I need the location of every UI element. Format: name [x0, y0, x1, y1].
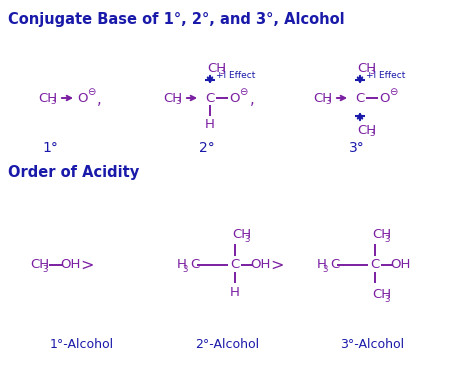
Text: 3°: 3°: [349, 141, 365, 155]
Text: CH: CH: [38, 91, 57, 104]
Text: 1°-Alcohol: 1°-Alcohol: [50, 339, 114, 352]
Text: O: O: [230, 91, 240, 104]
Text: 2°-Alcohol: 2°-Alcohol: [195, 339, 259, 352]
Text: 3: 3: [384, 294, 390, 304]
Text: H: H: [205, 118, 215, 132]
Text: C: C: [356, 91, 365, 104]
Text: 3: 3: [325, 98, 331, 107]
Text: O: O: [380, 91, 390, 104]
Text: O: O: [78, 91, 88, 104]
Text: ⊖: ⊖: [239, 87, 247, 97]
Text: C: C: [330, 259, 339, 271]
Text: ⊖: ⊖: [389, 87, 397, 97]
Text: 3: 3: [219, 68, 225, 76]
Text: 3: 3: [50, 98, 56, 107]
Text: CH: CH: [313, 91, 332, 104]
Text: 3: 3: [322, 265, 328, 274]
Text: H: H: [317, 259, 327, 271]
Text: C: C: [190, 259, 199, 271]
Text: +I Effect: +I Effect: [216, 71, 255, 81]
Text: CH: CH: [232, 228, 251, 242]
Text: CH: CH: [207, 62, 226, 74]
Text: 2°: 2°: [199, 141, 215, 155]
Text: CH: CH: [30, 259, 49, 271]
Text: 1°: 1°: [42, 141, 58, 155]
Text: OH: OH: [250, 259, 270, 271]
Text: C: C: [230, 259, 240, 271]
Text: 3: 3: [369, 68, 375, 76]
Text: 3: 3: [175, 98, 181, 107]
Text: Conjugate Base of 1°, 2°, and 3°, Alcohol: Conjugate Base of 1°, 2°, and 3°, Alcoho…: [8, 12, 345, 27]
Text: 3: 3: [182, 265, 188, 274]
Text: OH: OH: [390, 259, 410, 271]
Text: ,: ,: [97, 93, 101, 107]
Text: >: >: [270, 257, 284, 273]
Text: 3: 3: [384, 234, 390, 243]
Text: +I Effect: +I Effect: [366, 71, 405, 81]
Text: 3°-Alcohol: 3°-Alcohol: [340, 339, 404, 352]
Text: OH: OH: [60, 259, 80, 271]
Text: H: H: [230, 285, 240, 299]
Text: 3: 3: [244, 234, 250, 243]
Text: CH: CH: [372, 228, 391, 242]
Text: C: C: [370, 259, 380, 271]
Text: Order of Acidity: Order of Acidity: [8, 165, 139, 180]
Text: ⊖: ⊖: [87, 87, 95, 97]
Text: CH: CH: [357, 62, 376, 74]
Text: 3: 3: [369, 130, 375, 138]
Text: ,: ,: [250, 93, 255, 107]
Text: CH: CH: [357, 124, 376, 136]
Text: >: >: [80, 257, 94, 273]
Text: CH: CH: [163, 91, 182, 104]
Text: H: H: [177, 259, 187, 271]
Text: C: C: [205, 91, 215, 104]
Text: CH: CH: [372, 288, 391, 302]
Text: 3: 3: [42, 265, 48, 274]
